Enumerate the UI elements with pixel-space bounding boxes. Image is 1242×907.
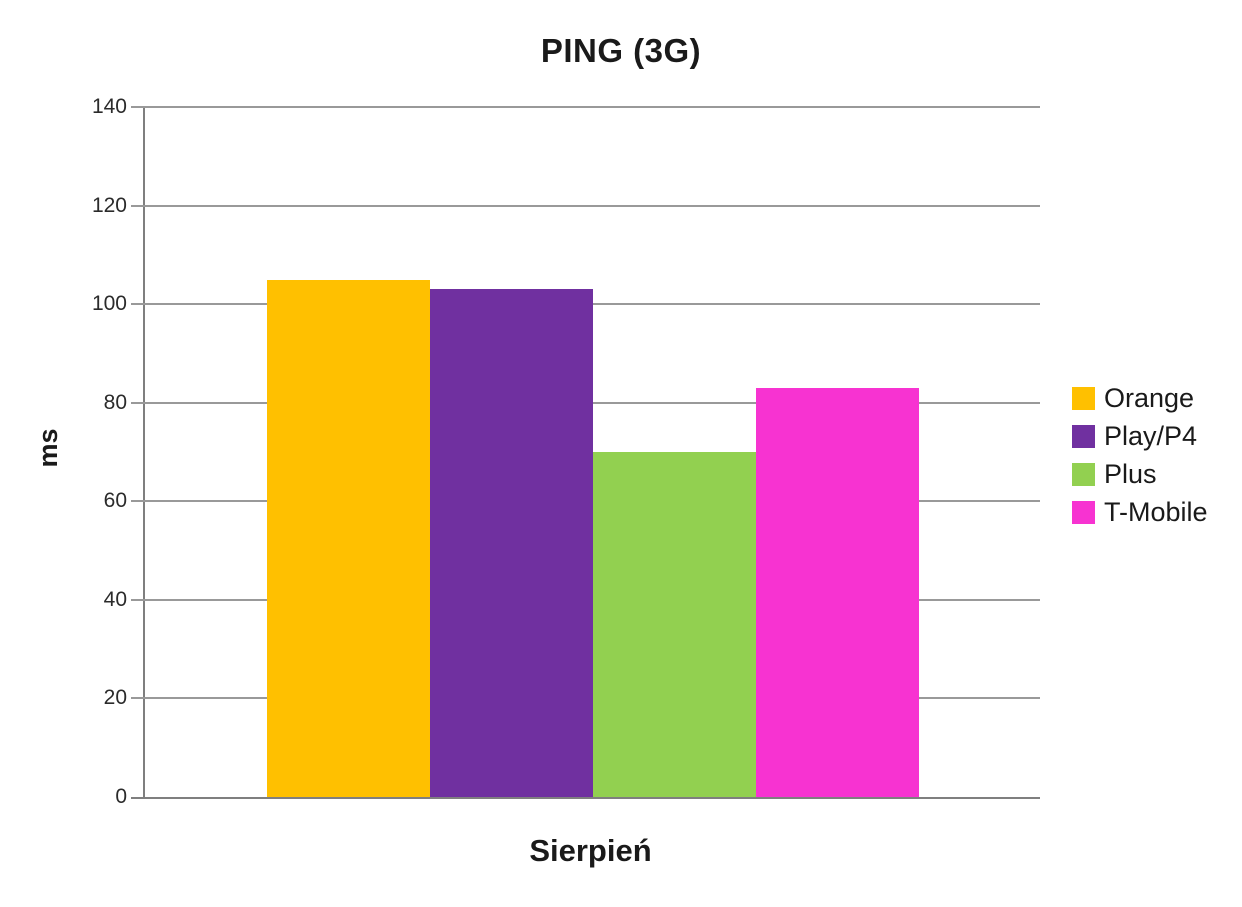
legend-item-orange: Orange [1072,384,1208,412]
x-axis-title: Sierpień [529,833,652,868]
legend-swatch-plus [1072,462,1095,486]
chart-title: PING (3G) [540,32,702,69]
legend-label-play-p4: Play/P4 [1104,420,1198,451]
y-tick-label-20: 20 [103,686,127,710]
gridline-120 [131,204,1040,207]
y-tick-label-140: 140 [91,95,127,118]
legend-swatch-play-p4 [1072,424,1095,448]
legend-label-orange: Orange [1104,382,1195,413]
legend-swatch-t-mobile [1072,500,1095,524]
y-tick-mark-0 [131,797,145,799]
y-tick-label-80: 80 [103,390,127,414]
bar-play-p4 [429,289,593,797]
y-tick-label-60: 60 [103,489,127,513]
gridline-140 [131,106,1040,108]
legend-swatch-orange [1072,386,1095,410]
legend-item-t-mobile: T-Mobile [1072,498,1208,526]
legend-label-plus: Plus [1104,458,1157,489]
y-axis-title: ms [33,428,63,468]
y-tick-label-120: 120 [91,193,127,217]
y-tick-label-0: 0 [115,785,127,808]
legend: Orange Play/P4 Plus T-Mobile [1072,384,1208,526]
plot-area: 0 20 40 60 80 100 120 140 [92,95,1040,808]
legend-item-play-p4: Play/P4 [1072,422,1208,450]
y-tick-label-40: 40 [103,587,127,611]
bar-orange [266,279,430,797]
legend-item-plus: Plus [1072,460,1208,488]
y-tick-label-100: 100 [91,292,127,316]
legend-label-t-mobile: T-Mobile [1104,496,1208,527]
bar-plus [592,452,756,797]
bar-t-mobile [755,387,919,797]
